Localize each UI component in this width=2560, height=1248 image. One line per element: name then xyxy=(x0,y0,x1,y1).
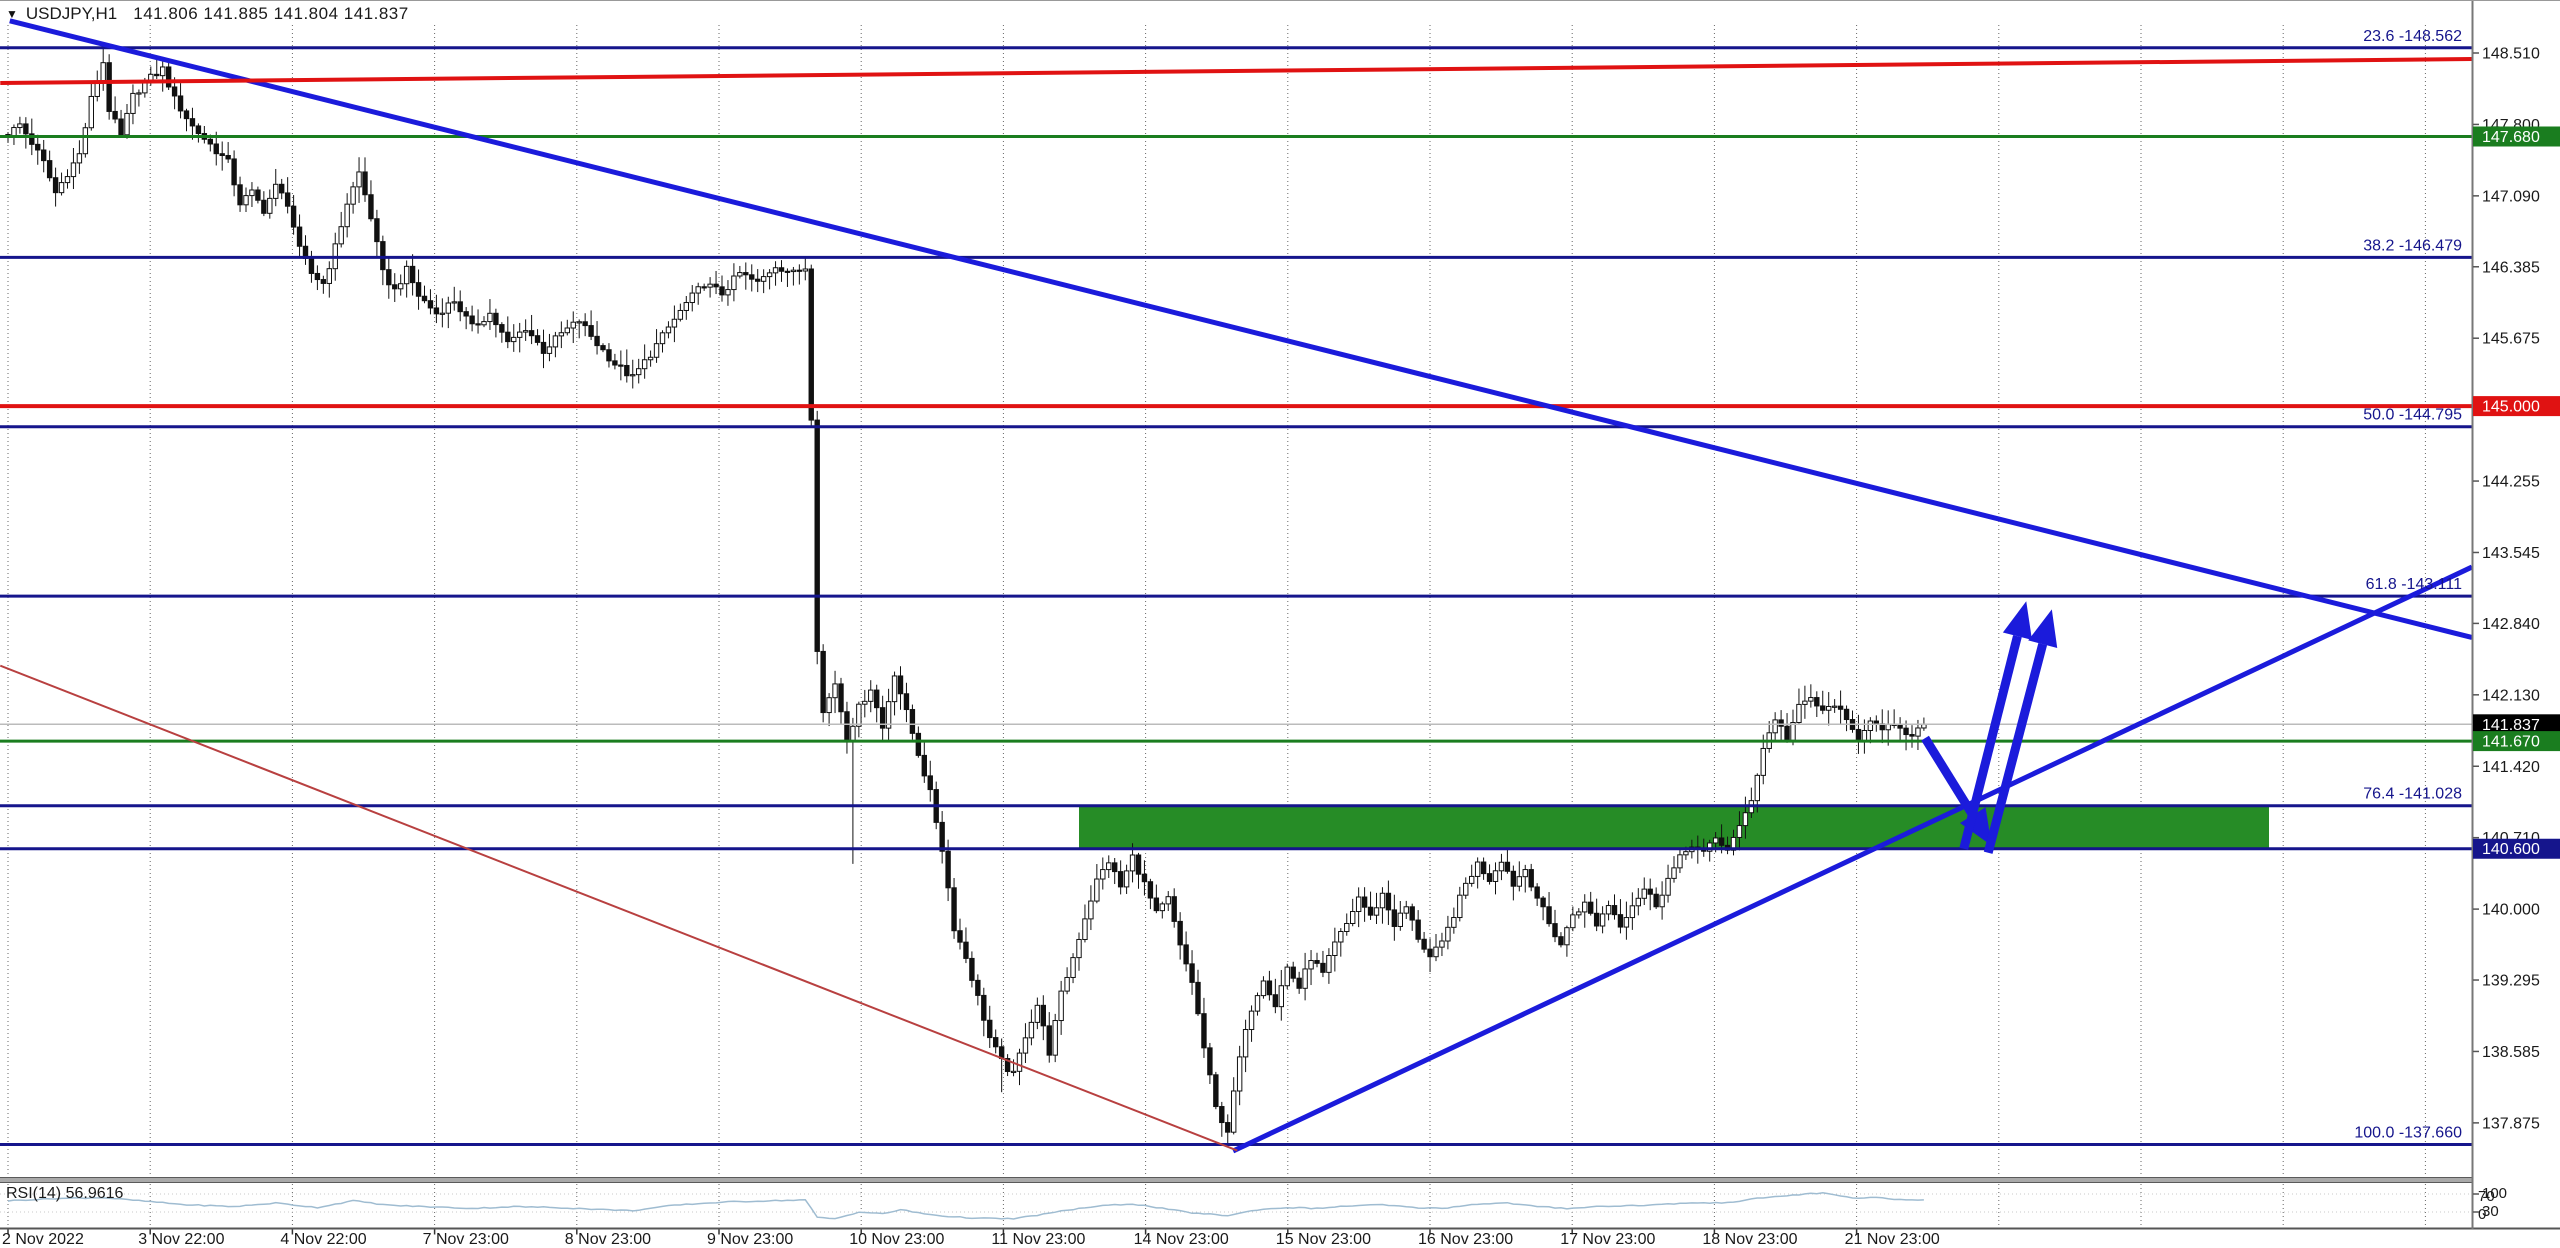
price-axis-label: 144.255 xyxy=(2482,474,2540,491)
svg-text:145.000: 145.000 xyxy=(2482,399,2540,416)
descending-resistance-trendline[interactable] xyxy=(10,21,2472,638)
price-axis[interactable]: 148.510147.800147.090146.385145.675144.2… xyxy=(2473,46,2540,1133)
time-axis-label: 16 Nov 23:00 xyxy=(1418,1231,1513,1248)
svg-text:100.0 -137.660: 100.0 -137.660 xyxy=(2354,1125,2462,1142)
time-axis-label: 15 Nov 23:00 xyxy=(1276,1231,1371,1248)
time-axis-label: 9 Nov 23:00 xyxy=(707,1231,793,1248)
time-axis[interactable]: 2 Nov 2022 3 Nov 22:00 4 Nov 22:00 7 Nov 23… xyxy=(2,1230,1940,1248)
svg-text:38.2 -146.479: 38.2 -146.479 xyxy=(2363,237,2462,254)
price-badge-140.600: 140.600 xyxy=(2473,839,2560,859)
time-axis-label: 11 Nov 23:00 xyxy=(991,1231,1085,1248)
rsi-scale-label: 0 xyxy=(2478,1206,2486,1223)
svg-text:50.0 -144.795: 50.0 -144.795 xyxy=(2363,407,2462,424)
svg-text:61.8 -143.111: 61.8 -143.111 xyxy=(2366,576,2462,593)
rsi-indicator-label: RSI(14) 56.9616 xyxy=(6,1185,123,1203)
price-badge-147.680: 147.680 xyxy=(2473,126,2560,146)
svg-text:147.680: 147.680 xyxy=(2482,129,2540,146)
time-axis-label: 21 Nov 23:00 xyxy=(1845,1231,1940,1248)
price-axis-label: 147.090 xyxy=(2482,188,2540,205)
collapse-triangle-icon[interactable]: ▼ xyxy=(6,7,18,21)
svg-text:23.6 -148.562: 23.6 -148.562 xyxy=(2363,28,2462,45)
chart-title: ▼ USDJPY,H1 141.806 141.885 141.804 141.… xyxy=(6,4,409,24)
time-axis-label: 10 Nov 23:00 xyxy=(849,1231,944,1248)
time-axis-label: 18 Nov 23:00 xyxy=(1702,1231,1797,1248)
descending-red-line-trendline[interactable] xyxy=(0,666,1237,1151)
price-axis-label: 142.130 xyxy=(2482,687,2540,704)
time-axis-label: 17 Nov 23:00 xyxy=(1560,1231,1655,1248)
symbol-timeframe-label: USDJPY,H1 xyxy=(26,4,117,24)
price-axis-label: 145.675 xyxy=(2482,331,2540,348)
price-axis-label: 141.420 xyxy=(2482,759,2540,776)
ascending-support-trendline[interactable] xyxy=(1233,567,2472,1151)
svg-text:76.4 -141.028: 76.4 -141.028 xyxy=(2363,786,2462,803)
price-axis-label: 146.385 xyxy=(2482,259,2540,276)
rsi-line xyxy=(8,1193,1924,1219)
time-axis-label: 3 Nov 22:00 xyxy=(138,1231,224,1248)
time-axis-label: 4 Nov 22:00 xyxy=(280,1231,366,1248)
fibonacci-labels: 23.6 -148.562 38.2 -146.479 50.0 -144.795 6… xyxy=(2354,28,2462,1142)
upper-red-line-trendline[interactable] xyxy=(0,59,2472,83)
price-axis-label: 148.510 xyxy=(2482,46,2540,63)
price-axis-label: 139.295 xyxy=(2482,973,2540,990)
time-axis-label: 2 Nov 2022 xyxy=(2,1231,84,1248)
price-axis-label: 138.585 xyxy=(2482,1044,2540,1061)
demand-zone-rectangle xyxy=(1079,806,2269,849)
time-axis-label: 8 Nov 23:00 xyxy=(565,1231,651,1248)
price-badge-141.670: 141.670 xyxy=(2473,731,2560,751)
svg-text:140.600: 140.600 xyxy=(2482,841,2540,858)
time-axis-label: 14 Nov 23:00 xyxy=(1134,1231,1229,1248)
price-badge-145.000: 145.000 xyxy=(2473,396,2560,416)
price-axis-label: 137.875 xyxy=(2482,1115,2540,1132)
price-axis-label: 140.000 xyxy=(2482,902,2540,919)
price-axis-label: 142.840 xyxy=(2482,616,2540,633)
ohlc-quote-label: 141.806 141.885 141.804 141.837 xyxy=(133,4,408,24)
svg-text:141.670: 141.670 xyxy=(2482,734,2540,751)
price-axis-label: 143.545 xyxy=(2482,545,2540,562)
time-axis-label: 7 Nov 23:00 xyxy=(423,1231,509,1248)
